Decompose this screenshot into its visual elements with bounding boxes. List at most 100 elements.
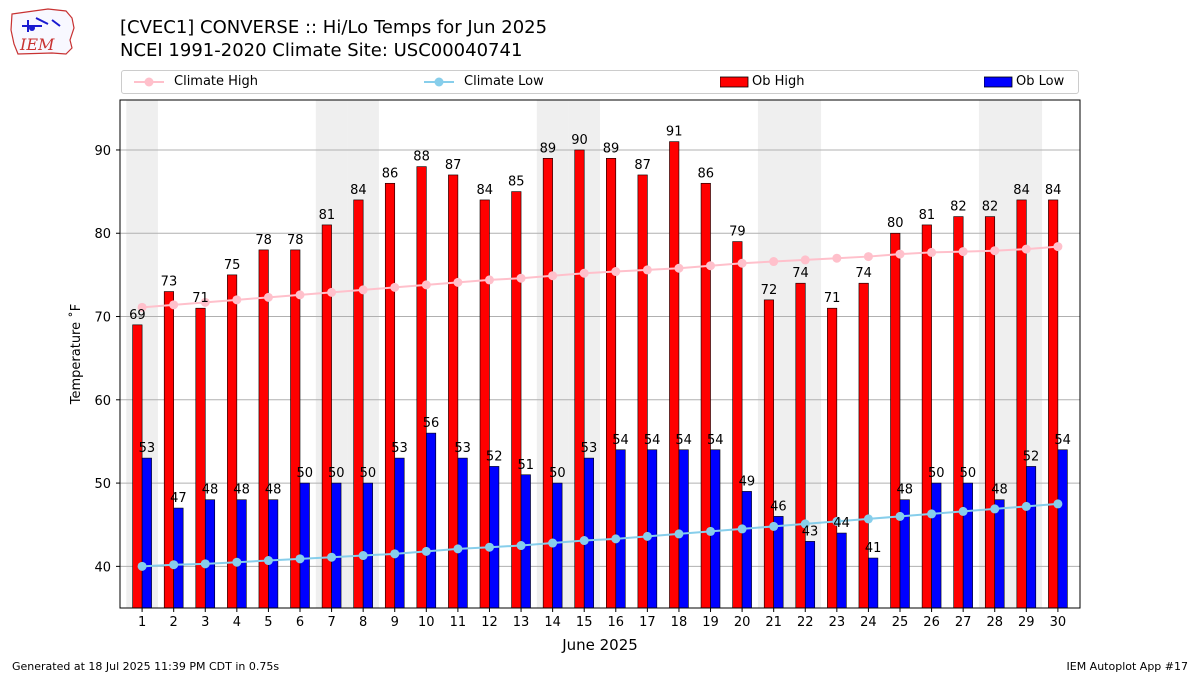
legend-label-climate-low: Climate Low (464, 74, 544, 89)
xtick-label-23: 23 (829, 615, 846, 630)
ob-high-label-day-21: 72 (761, 283, 778, 298)
ob-high-label-day-6: 78 (287, 233, 304, 248)
ob-high-label-day-4: 75 (224, 258, 241, 273)
ob-high-label-day-11: 87 (445, 158, 462, 173)
ob-low-bar-day-9 (394, 457, 405, 609)
climate-low-point-day-24 (863, 514, 873, 524)
climate-high-point-day-15 (579, 268, 589, 278)
y-axis-label: Temperature ˚F (68, 304, 84, 405)
ob-high-label-day-3: 71 (192, 291, 209, 306)
climate-high-point-day-18 (674, 263, 684, 273)
ob-high-bar-day-25 (890, 232, 901, 609)
xtick-label-26: 26 (923, 615, 940, 630)
climate-low-point-day-25 (895, 511, 905, 521)
chart-title: [CVEC1] CONVERSE :: Hi/Lo Temps for Jun … (120, 17, 548, 38)
ob-low-bar-day-17 (647, 449, 658, 609)
ob-high-label-day-10: 88 (413, 150, 430, 165)
climate-low-point-day-7 (327, 552, 337, 562)
ob-high-label-day-15: 90 (571, 133, 588, 148)
ob-low-bar-day-10 (426, 432, 437, 609)
climate-high-point-day-11 (453, 277, 463, 287)
climate-low-point-day-19 (706, 526, 716, 536)
climate-low-point-day-26 (927, 509, 937, 519)
ob-high-label-day-22: 74 (792, 266, 809, 281)
climate-low-point-day-9 (390, 549, 400, 559)
ob-high-label-day-24: 74 (855, 266, 872, 281)
ob-high-bar-day-28 (984, 216, 996, 609)
climate-low-point-day-10 (421, 546, 431, 556)
climate-high-point-day-7 (327, 287, 337, 297)
xtick-label-28: 28 (986, 615, 1003, 630)
climate-low-point-day-20 (737, 524, 747, 534)
climate-high-point-day-2 (169, 300, 179, 310)
xtick-label-16: 16 (608, 615, 625, 630)
ob-high-label-day-27: 82 (950, 200, 967, 215)
ob-low-label-day-3: 48 (202, 483, 219, 498)
climate-low-point-day-21 (769, 521, 779, 531)
x-axis-label: June 2025 (561, 636, 638, 654)
climate-low-line-swatch (424, 77, 454, 87)
ob-low-label-day-17: 54 (644, 433, 661, 448)
ob-high-label-day-2: 73 (161, 275, 178, 290)
ob-low-label-day-18: 54 (675, 433, 692, 448)
ob-low-label-day-25: 48 (896, 483, 913, 498)
ob-low-label-day-20: 49 (739, 474, 756, 489)
xtick-label-12: 12 (481, 615, 498, 630)
ob-high-bar-day-8 (353, 199, 364, 609)
climate-low-point-day-11 (453, 544, 463, 554)
ob-low-label-day-29: 52 (1023, 449, 1040, 464)
ob-high-label-day-18: 91 (666, 125, 683, 140)
ob-high-bar-day-24 (858, 282, 869, 609)
xtick-label-29: 29 (1018, 615, 1035, 630)
xtick-label-30: 30 (1050, 615, 1067, 630)
ob-low-bar-day-28 (994, 499, 1005, 609)
climate-low-point-day-23 (832, 516, 842, 526)
ob-high-label-day-16: 89 (603, 141, 620, 156)
ob-low-label-day-10: 56 (423, 416, 440, 431)
ob-high-label-day-9: 86 (382, 166, 399, 181)
ob-low-bar-day-20 (741, 491, 752, 609)
climate-low-point-day-3 (200, 559, 210, 569)
climate-high-line (142, 245, 1058, 309)
ob-low-label-day-15: 53 (581, 441, 598, 456)
xtick-label-6: 6 (296, 615, 304, 630)
ob-low-label-day-1: 53 (139, 441, 156, 456)
climate-low-point-day-30 (1053, 499, 1063, 509)
ob-low-bar-day-30 (1057, 449, 1068, 609)
ob-high-bar-day-30 (1048, 199, 1059, 609)
climate-high-point-day-21 (769, 257, 779, 267)
climate-low-point-day-29 (1021, 501, 1031, 511)
climate-high-point-day-22 (800, 255, 810, 265)
xtick-label-20: 20 (734, 615, 751, 630)
xtick-label-5: 5 (264, 615, 272, 630)
ob-high-bar-day-9 (384, 182, 396, 609)
xtick-label-4: 4 (233, 615, 241, 630)
ob-high-label-day-7: 81 (319, 208, 336, 223)
ob-high-bar-day-21 (763, 299, 774, 609)
climate-high-point-day-20 (737, 258, 747, 268)
legend-label-ob-low: Ob Low (1016, 74, 1065, 89)
climate-low-point-day-22 (800, 519, 810, 529)
ob-low-bar-day-27 (962, 482, 973, 609)
ytick-label-60: 60 (94, 394, 111, 409)
ob-low-bar-day-3 (204, 499, 216, 609)
ob-high-bar-day-27 (953, 216, 964, 609)
ytick-label-80: 80 (94, 227, 111, 242)
ob-low-label-day-4: 48 (233, 483, 250, 498)
xtick-label-27: 27 (955, 615, 972, 630)
ytick-label-70: 70 (94, 311, 111, 326)
ob-low-bar-day-6 (299, 482, 310, 609)
climate-high-point-day-23 (832, 253, 842, 263)
climate-high-point-day-25 (895, 249, 905, 259)
ob-low-label-day-2: 47 (170, 491, 187, 506)
climate-high-point-day-14 (548, 271, 558, 281)
climate-high-point-day-19 (706, 261, 716, 271)
xtick-label-18: 18 (671, 615, 688, 630)
ob-high-bar-day-26 (921, 224, 932, 609)
ob-low-label-day-26: 50 (928, 466, 945, 481)
ob-low-bar-day-2 (173, 507, 184, 609)
climate-low-point-day-15 (579, 536, 589, 546)
chart-subtitle: NCEI 1991-2020 Climate Site: USC00040741 (120, 40, 523, 61)
ob-high-label-day-5: 78 (255, 233, 272, 248)
climate-low-point-day-2 (169, 560, 179, 570)
